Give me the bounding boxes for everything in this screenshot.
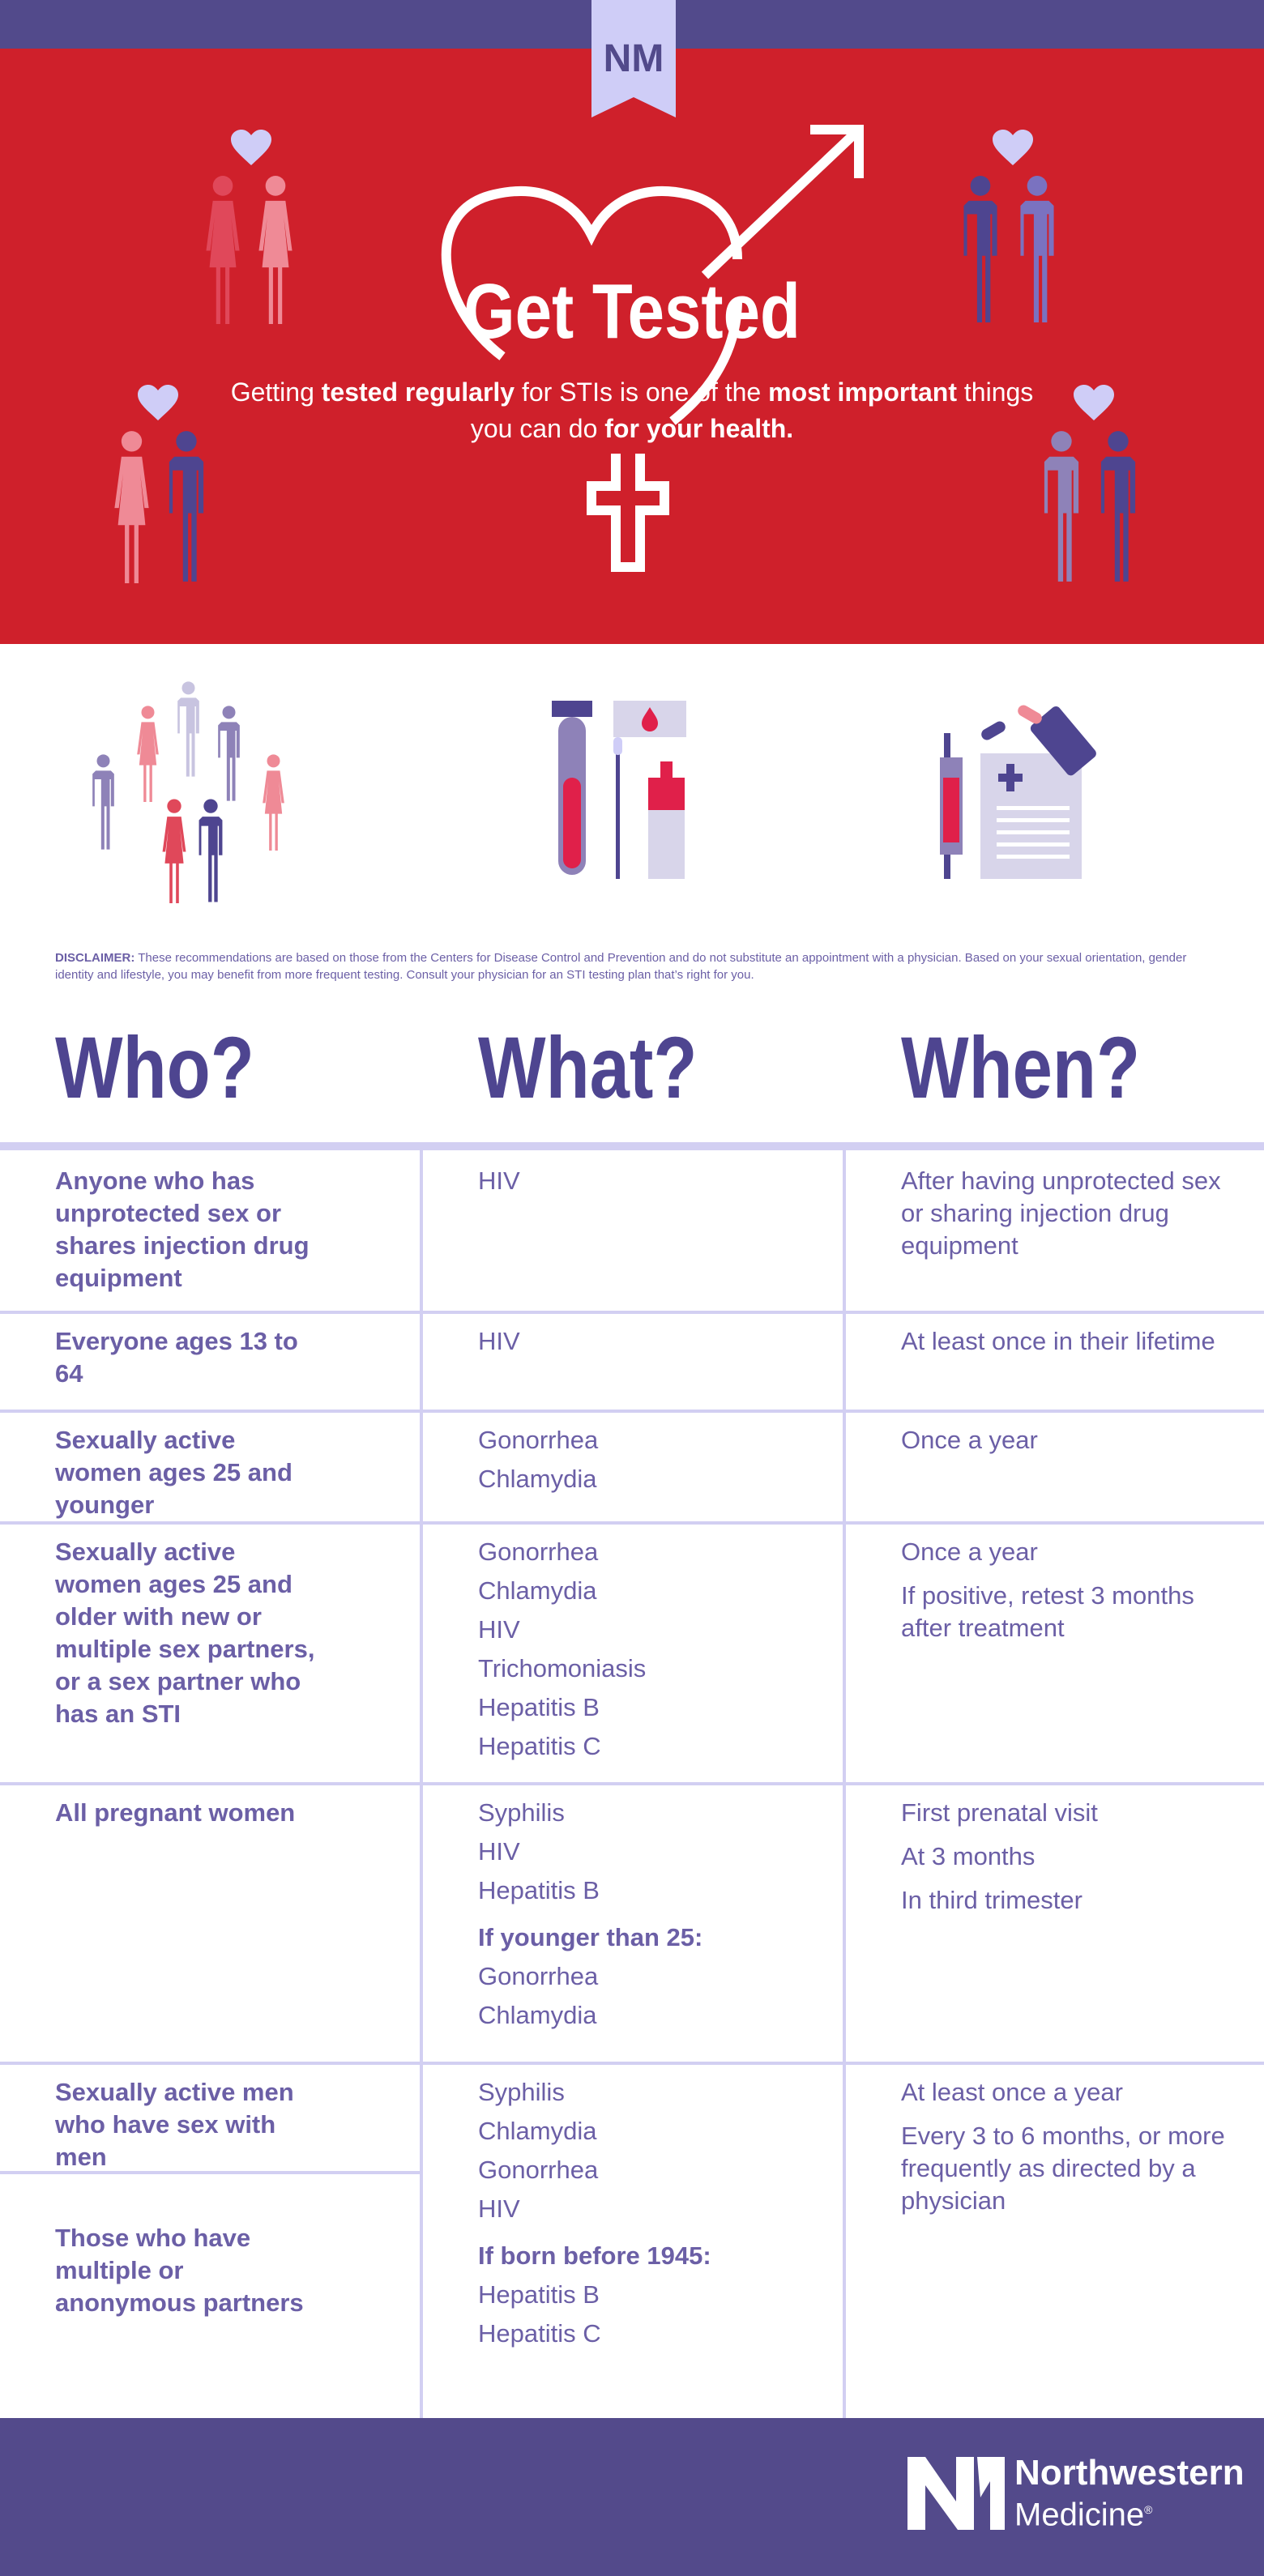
cell-text: Sexually active women ages 25 and older … (55, 1537, 315, 1728)
cell-text: Those who have multiple or anonymous par… (55, 2224, 304, 2317)
couple-woman-man-icon (114, 385, 204, 583)
table-cell: All pregnant women (55, 1797, 322, 1837)
cell-text: After having unprotected sex or sharing … (901, 1166, 1221, 1260)
header-who: Who? (55, 1018, 254, 1116)
table-cell: Sexually active women ages 25 and younge… (55, 1424, 322, 1529)
cell-text: Gonorrhea (478, 1962, 599, 1990)
table-cell: Syphilis Chlamydia Gonorrhea HIV If born bef… (478, 2076, 802, 2356)
table-cell: Everyone ages 13 to 64 (55, 1325, 322, 1398)
cell-text: First prenatal visit (901, 1798, 1098, 1827)
cell-text: In third trimester (901, 1886, 1083, 1914)
table-cell: At least once in their lifetime (901, 1325, 1225, 1366)
cell-text: HIV (478, 2194, 520, 2223)
cell-text: Chlamydia (478, 1465, 597, 1493)
page-title: Get Tested (463, 268, 801, 355)
table-cell: Sexually active men who have sex with me… (55, 2076, 322, 2327)
cell-text: At least once a year (901, 2078, 1123, 2106)
footer (0, 2418, 1264, 2576)
table-cell: Gonorrhea Chlamydia (478, 1424, 802, 1502)
cell-text: At 3 months (901, 1842, 1036, 1870)
table-cell: Once a year (901, 1424, 1225, 1465)
disclaimer: DISCLAIMER: These recommendations are ba… (55, 951, 1187, 982)
cell-text: Chlamydia (478, 2001, 597, 2029)
cell-text: If positive, retest 3 months after treat… (901, 1581, 1194, 1642)
table-cell: Gonorrhea Chlamydia HIV Trichomoniasis Hepat… (478, 1536, 802, 1769)
table-cell: At least once a year Every 3 to 6 months,… (901, 2076, 1225, 2225)
cell-text: Hepatitis B (478, 1693, 600, 1721)
table-cell: Syphilis HIV Hepatitis B If younger than 25… (478, 1797, 802, 2038)
table-cell: After having unprotected sex or sharing … (901, 1165, 1225, 1270)
table-cell: First prenatal visit At 3 months In third … (901, 1797, 1225, 1925)
cell-text: Anyone who has unprotected sex or shares… (55, 1166, 310, 1292)
cell-text: Gonorrhea (478, 2156, 599, 2184)
nm-logo-icon (907, 2457, 1005, 2531)
cell-text: Syphilis (478, 1798, 565, 1827)
cell-text: Every 3 to 6 months, or more frequently … (901, 2122, 1225, 2215)
cell-text: HIV (478, 1327, 520, 1355)
cell-text: HIV (478, 1837, 520, 1866)
row-divider (0, 2171, 420, 2174)
cell-text: All pregnant women (55, 1798, 296, 1827)
cell-text: Hepatitis B (478, 2280, 600, 2309)
cell-text: Once a year (901, 1426, 1038, 1454)
hero-banner (0, 49, 1264, 644)
row-divider (0, 2062, 1264, 2065)
table-cell: Once a year If positive, retest 3 months … (901, 1536, 1225, 1653)
table-cell: Sexually active women ages 25 and older … (55, 1536, 322, 1738)
cell-text: Sexually active men who have sex with me… (55, 2078, 294, 2171)
nm-logo-ribbon: NM (591, 0, 676, 117)
cell-text: Gonorrhea (478, 1537, 599, 1566)
cell-text: Once a year (901, 1537, 1038, 1566)
cell-text: Hepatitis C (478, 2319, 601, 2348)
people-group-icon (92, 681, 284, 903)
row-divider (0, 1311, 1264, 1314)
cell-text: Syphilis (478, 2078, 565, 2106)
cell-text: HIV (478, 1166, 520, 1195)
nm-logo-text: NM (604, 37, 664, 80)
cell-text: Hepatitis B (478, 1876, 600, 1904)
cell-text: HIV (478, 1615, 520, 1644)
row-divider (0, 1410, 1264, 1413)
cell-text: Gonorrhea (478, 1426, 599, 1454)
row-divider (0, 1782, 1264, 1785)
cell-text: If younger than 25: (478, 1923, 703, 1951)
gender-symbol-icon (441, 125, 864, 572)
cell-text: Sexually active women ages 25 and younge… (55, 1426, 293, 1519)
header-when: When? (901, 1018, 1141, 1116)
cell-text: If born before 1945: (478, 2241, 711, 2270)
table-cell: Anyone who has unprotected sex or shares… (55, 1165, 322, 1303)
test-tube-swab-icon (552, 701, 686, 879)
cell-text: Chlamydia (478, 2117, 597, 2145)
cell-text: At least once in their lifetime (901, 1327, 1215, 1355)
subtitle: Getting tested regularly for STIs is one… (230, 377, 1034, 443)
table-cell: HIV (478, 1325, 802, 1364)
brand-line1: Northwestern (1014, 2453, 1245, 2493)
header-what: What? (478, 1018, 698, 1116)
syringe-chart-pills-icon (940, 705, 1096, 879)
table-cell: HIV (478, 1165, 802, 1204)
registered-mark: ® (1144, 2503, 1153, 2516)
cell-text: Trichomoniasis (478, 1654, 647, 1683)
header-divider (0, 1142, 1264, 1150)
brand-line2: Medicine (1014, 2497, 1145, 2533)
cell-text: Everyone ages 13 to 64 (55, 1327, 298, 1388)
northwestern-medicine-logo: Northwestern Medicine® (907, 2454, 1245, 2532)
row-divider (0, 1521, 1264, 1525)
cell-text: Hepatitis C (478, 1732, 601, 1760)
cell-text: Chlamydia (478, 1576, 597, 1605)
